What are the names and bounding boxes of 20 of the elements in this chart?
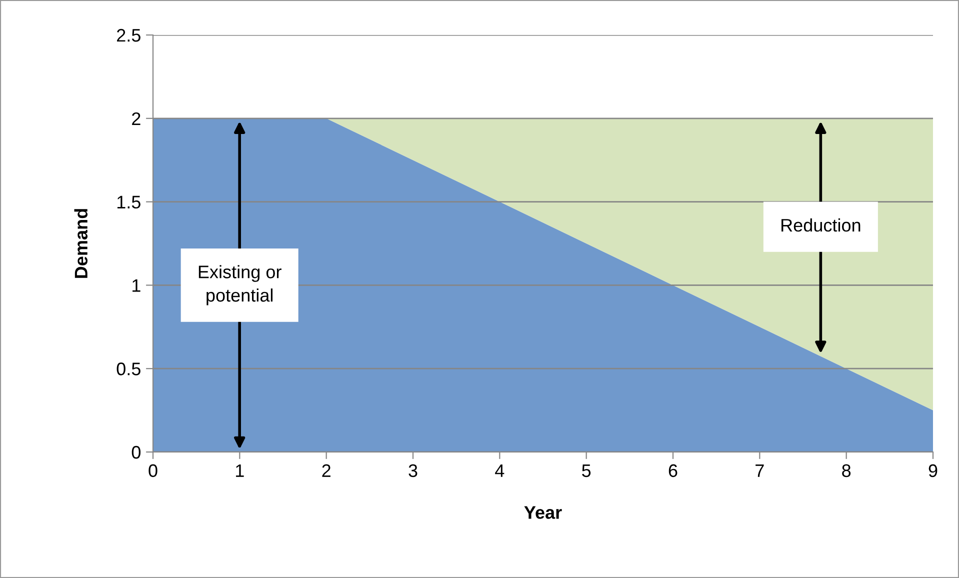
annotation: Reduction: [782, 218, 860, 232]
x-tick-label: 9: [928, 464, 938, 478]
x-tick-label: 0: [148, 464, 158, 478]
x-tick-label: 2: [322, 464, 330, 477]
annotation: Existing or potential: [198, 265, 282, 306]
y-tick-label: 0.5: [116, 362, 140, 376]
x-tick-label: 1: [236, 464, 244, 477]
y-tick-label: 1: [132, 279, 140, 292]
y-tick-label: 0: [132, 446, 140, 459]
y-axis-title: Demand: [74, 209, 88, 278]
x-axis-title: Year: [524, 506, 562, 519]
y-tick-label: 1.5: [117, 196, 140, 209]
x-tick-label: 6: [668, 464, 678, 478]
x-tick-label: 7: [756, 464, 764, 477]
y-tick-label: 2.5: [117, 28, 140, 42]
x-tick-label: 8: [842, 464, 851, 478]
x-tick-label: 5: [582, 464, 591, 478]
x-tick-label: 3: [408, 464, 418, 478]
y-tick-label: 2: [132, 112, 140, 125]
x-tick-label: 4: [495, 464, 504, 477]
